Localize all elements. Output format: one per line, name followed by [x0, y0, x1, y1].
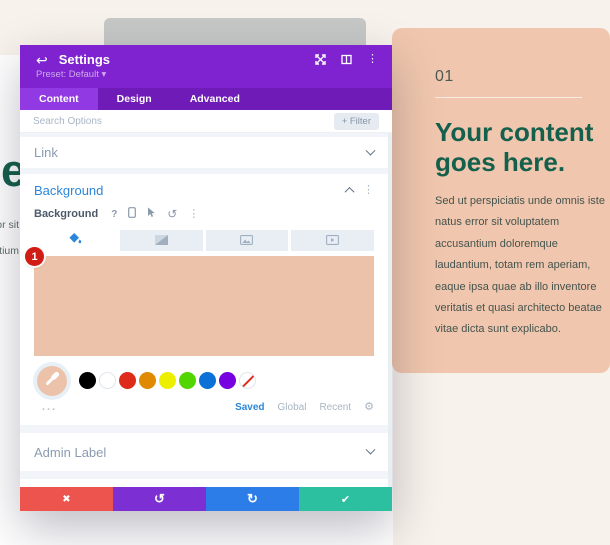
eyedropper-icon — [43, 370, 61, 393]
paint-bucket-icon — [68, 232, 82, 250]
card-heading: Your content goes here. — [435, 117, 594, 177]
palette-color-purple[interactable] — [219, 371, 236, 389]
card-divider — [435, 97, 582, 98]
expand-palette-button[interactable]: ... — [42, 400, 58, 413]
bg-type-gradient-tab[interactable] — [119, 230, 203, 251]
recent-colors-tab[interactable]: Recent — [319, 401, 352, 413]
palette-settings-gear-icon[interactable]: ⚙ — [364, 400, 374, 413]
palette-color-black[interactable] — [79, 371, 96, 389]
save-button[interactable]: ✔ — [299, 487, 392, 511]
check-icon: ✔ — [340, 493, 351, 506]
back-icon[interactable]: ↩ — [36, 51, 48, 68]
filter-button[interactable]: + Filter — [333, 112, 379, 130]
palette-color-blue[interactable] — [199, 371, 216, 389]
gradient-icon — [154, 232, 168, 250]
palette-color-red[interactable] — [119, 371, 136, 389]
chevron-down-icon[interactable] — [365, 145, 376, 156]
reset-icon[interactable]: ↺ — [167, 207, 178, 221]
section-admin-title: Admin Label — [34, 444, 107, 460]
annotation-badge: 1 — [25, 247, 44, 266]
scrollbar[interactable] — [388, 133, 392, 487]
card-number: 01 — [435, 68, 454, 85]
modal-header: ↩ Settings ⋮ Preset: Default ▾ — [20, 45, 392, 88]
modal-footer: ✖ ↺ ↻ ✔ — [20, 487, 392, 511]
search-options-input[interactable] — [33, 115, 233, 127]
card-paragraph: Sed ut perspiciatis unde omnis iste natu… — [435, 194, 605, 336]
field-more-icon[interactable]: ⋮ — [188, 207, 200, 220]
section-admin-label[interactable]: Admin Label — [20, 433, 388, 471]
section-link[interactable]: Link — [20, 137, 388, 168]
backdrop-text-fragment: ntium — [0, 245, 19, 257]
section-background-title[interactable]: Background — [34, 183, 104, 198]
search-row: + Filter — [20, 110, 392, 133]
close-icon: ✖ — [62, 493, 71, 505]
no-color-slash-icon — [240, 372, 255, 388]
bg-type-color-tab[interactable] — [34, 230, 117, 251]
modal-body: Link Background ⋮ Background ? — [20, 133, 392, 487]
redo-button[interactable]: ↻ — [206, 487, 299, 511]
expand-modal-icon[interactable] — [315, 54, 326, 65]
bg-type-image-tab[interactable] — [205, 230, 289, 251]
bg-type-video-tab[interactable] — [291, 230, 374, 251]
tab-advanced[interactable]: Advanced — [189, 93, 240, 105]
tab-design[interactable]: Design — [116, 93, 152, 105]
palette-color-yellow[interactable] — [159, 371, 176, 389]
snap-panel-icon[interactable] — [341, 54, 352, 65]
help-icon[interactable]: ? — [111, 208, 118, 220]
current-color-eyedropper[interactable] — [37, 366, 67, 396]
color-palette-row — [34, 364, 374, 396]
modal-tabbar: Content Design Advanced — [20, 88, 392, 110]
palette-footer: ... Saved Global Recent ⚙ — [34, 399, 374, 415]
global-colors-tab[interactable]: Global — [277, 401, 307, 413]
palette-color-none[interactable] — [239, 371, 256, 389]
palette-color-white[interactable] — [99, 371, 116, 389]
discard-button[interactable]: ✖ — [20, 487, 113, 511]
palette-dots — [79, 371, 256, 389]
backdrop-text-fragment: or sit — [0, 219, 19, 231]
image-icon — [240, 232, 254, 250]
preset-selector[interactable]: Preset: Default ▾ — [36, 69, 107, 80]
hover-cursor-icon[interactable] — [147, 205, 156, 223]
responsive-phone-icon[interactable] — [128, 205, 137, 223]
video-icon — [326, 232, 340, 250]
background-field-label: Background — [34, 208, 99, 220]
body-filler — [20, 479, 388, 487]
settings-modal: ↩ Settings ⋮ Preset: Default ▾ — [20, 45, 392, 511]
background-color-swatch[interactable]: 1 — [25, 247, 374, 356]
chevron-down-icon[interactable] — [365, 444, 376, 455]
saved-colors-tab[interactable]: Saved — [235, 401, 265, 413]
section-background: Background ⋮ Background ? — [20, 174, 388, 425]
content-preview-card: 01 Your content goes here. Sed ut perspi… — [392, 28, 610, 373]
undo-icon: ↺ — [154, 491, 165, 506]
modal-title: Settings — [58, 52, 111, 67]
tab-content[interactable]: Content — [20, 88, 98, 110]
section-more-icon[interactable]: ⋮ — [363, 184, 374, 196]
caret-down-icon: ▾ — [101, 69, 107, 80]
redo-icon: ↻ — [247, 491, 258, 506]
header-more-icon[interactable]: ⋮ — [367, 53, 378, 65]
chevron-up-icon[interactable] — [344, 186, 355, 197]
section-link-title: Link — [34, 145, 58, 160]
palette-color-green[interactable] — [179, 371, 196, 389]
palette-color-orange[interactable] — [139, 371, 156, 389]
background-type-tabs — [34, 230, 374, 251]
undo-button[interactable]: ↺ — [113, 487, 206, 511]
